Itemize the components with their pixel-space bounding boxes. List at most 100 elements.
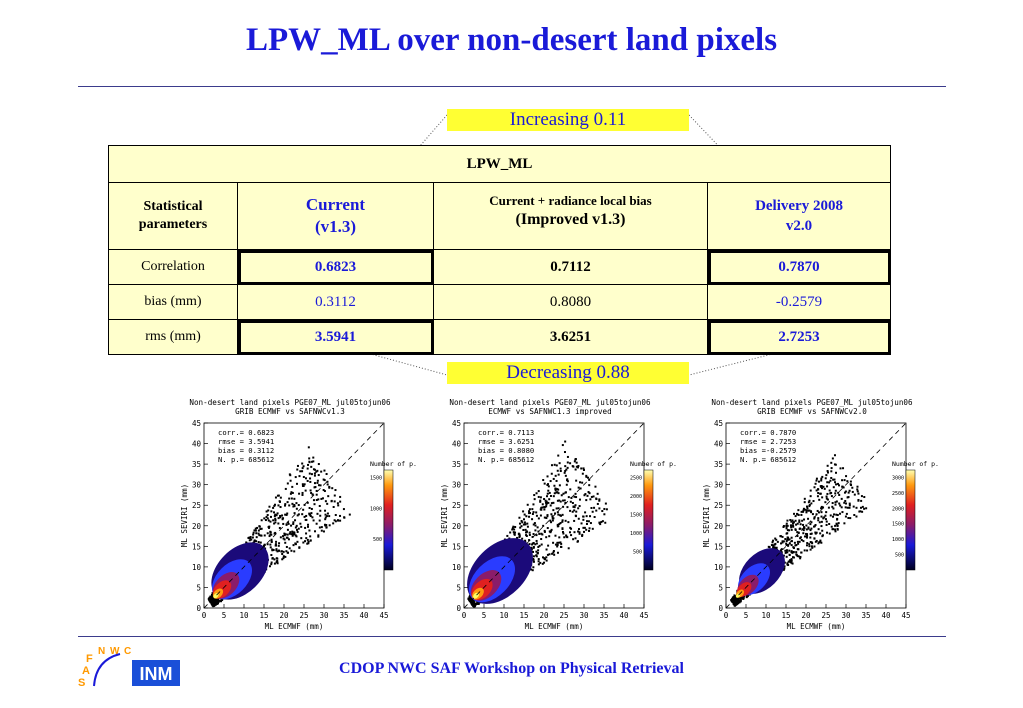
x-tick-label: 15 xyxy=(259,611,268,620)
cell-mid: 0.7112 xyxy=(433,249,708,285)
plot-stat: rmse = 3.6251 xyxy=(478,437,534,446)
x-tick-label: 30 xyxy=(579,611,589,620)
scatter-plot-3: Non-desert land pixels PGE07_ML jul05toj… xyxy=(702,395,964,640)
plot-subtitle: GRIB ECMWF vs SAFNWCv1.3 xyxy=(235,407,345,416)
row-label: rms (mm) xyxy=(108,319,238,355)
logo-saf-f: F xyxy=(86,653,93,665)
delivery-header-1: Delivery 2008 xyxy=(755,198,843,214)
x-tick-label: 5 xyxy=(222,611,227,620)
y-tick-label: 15 xyxy=(192,542,201,551)
one-to-one-line xyxy=(463,422,645,609)
param-header-cell: Statistical parameters xyxy=(108,182,238,250)
plot-stat: N. p.= 685612 xyxy=(218,455,274,464)
x-tick-label: 20 xyxy=(539,611,549,620)
y-tick-label: 5 xyxy=(718,583,723,592)
logo-arc xyxy=(93,653,121,687)
colorbar-label: Number of p. xyxy=(892,460,939,468)
y-tick-label: 45 xyxy=(714,419,723,428)
colorbar-tick: 3000 xyxy=(892,475,904,481)
one-to-one-line xyxy=(725,422,907,609)
plot-subtitle: GRIB ECMWF vs SAFNWCv2.0 xyxy=(757,407,867,416)
plot-stat: N. p.= 685612 xyxy=(478,455,534,464)
y-tick-label: 45 xyxy=(452,419,461,428)
colorbar-tick: 1500 xyxy=(630,512,642,518)
y-tick-label: 45 xyxy=(192,419,201,428)
x-tick-label: 45 xyxy=(901,611,910,620)
colorbar-tick: 1000 xyxy=(892,537,904,543)
x-tick-label: 35 xyxy=(861,611,870,620)
y-tick-label: 40 xyxy=(714,440,724,449)
x-tick-label: 5 xyxy=(482,611,487,620)
colorbar-tick: 1500 xyxy=(370,475,382,481)
logo-nwc-w: W xyxy=(110,646,120,657)
colorbar-tick: 500 xyxy=(373,537,382,543)
increasing-note: Increasing 0.11 xyxy=(447,109,689,131)
x-tick-label: 30 xyxy=(841,611,851,620)
scatter-plot-2: Non-desert land pixels PGE07_ML jul05toj… xyxy=(440,395,702,640)
y-tick-label: 15 xyxy=(452,542,461,551)
x-tick-label: 0 xyxy=(724,611,729,620)
y-tick-label: 35 xyxy=(192,460,201,469)
plot-title: Non-desert land pixels PGE07_ML jul05toj… xyxy=(189,398,391,407)
y-tick-label: 35 xyxy=(452,460,461,469)
cell-current: 3.5941 xyxy=(237,319,434,355)
y-tick-label: 35 xyxy=(714,460,723,469)
table-row: Correlation 0.6823 0.7112 0.7870 xyxy=(108,249,892,285)
x-tick-label: 0 xyxy=(462,611,467,620)
param-label-1: Statistical xyxy=(143,199,203,214)
x-tick-label: 15 xyxy=(519,611,528,620)
plot-stat: bias =-0.2579 xyxy=(740,446,796,455)
cell-delivery: -0.2579 xyxy=(706,284,892,320)
footer-divider xyxy=(78,636,946,637)
decreasing-note: Decreasing 0.88 xyxy=(447,362,689,384)
colorbar-tick: 1000 xyxy=(370,506,382,512)
y-tick-label: 15 xyxy=(714,542,723,551)
x-axis-label: ML ECMWF (mm) xyxy=(787,622,846,631)
x-tick-label: 20 xyxy=(279,611,289,620)
y-tick-label: 20 xyxy=(192,522,202,531)
y-tick-label: 0 xyxy=(196,604,201,613)
row-label: bias (mm) xyxy=(108,284,238,320)
y-axis-label: ML SEVIRI (mm) xyxy=(440,484,449,547)
y-axis-label: ML SEVIRI (mm) xyxy=(180,484,189,547)
colorbar-tick: 2500 xyxy=(630,475,642,481)
density-cloud xyxy=(467,440,608,608)
page-title: LPW_ML over non-desert land pixels xyxy=(245,22,778,58)
table-row: rms (mm) 3.5941 3.6251 2.7253 xyxy=(108,319,892,355)
x-tick-label: 15 xyxy=(781,611,790,620)
y-tick-label: 40 xyxy=(192,440,202,449)
x-tick-label: 35 xyxy=(339,611,348,620)
mid-header-2: (Improved v1.3) xyxy=(515,211,626,228)
plot-title: Non-desert land pixels PGE07_ML jul05toj… xyxy=(449,398,651,407)
logo-inm-box xyxy=(132,660,180,686)
row-label: Correlation xyxy=(108,249,238,285)
y-tick-label: 5 xyxy=(456,583,461,592)
mid-header-cell: Current + radiance local bias (Improved … xyxy=(433,182,708,250)
x-tick-label: 10 xyxy=(239,611,249,620)
x-tick-label: 0 xyxy=(202,611,207,620)
logo-inm-text: INM xyxy=(140,664,173,684)
plot-stat: corr.= 0.7113 xyxy=(478,428,534,437)
colorbar-tick: 500 xyxy=(895,553,904,559)
delivery-header-2: v2.0 xyxy=(785,218,813,234)
plot-stat: corr.= 0.6823 xyxy=(218,428,274,437)
plot-stat: N. p.= 685612 xyxy=(740,455,796,464)
y-axis-label: ML SEVIRI (mm) xyxy=(702,484,711,547)
colorbar-tick: 2500 xyxy=(892,491,904,497)
y-tick-label: 20 xyxy=(452,522,462,531)
current-header-1: Current xyxy=(305,195,366,214)
y-tick-label: 10 xyxy=(452,563,462,572)
x-tick-label: 5 xyxy=(744,611,749,620)
plot-subtitle: ECMWF vs SAFNWC1.3 improved xyxy=(488,407,611,416)
scatter-plot-1: Non-desert land pixels PGE07_ML jul05toj… xyxy=(180,395,442,640)
plot-stat: rmse = 3.5941 xyxy=(218,437,274,446)
x-tick-label: 45 xyxy=(379,611,388,620)
table-header: LPW_ML xyxy=(107,145,892,183)
y-tick-label: 5 xyxy=(196,583,201,592)
y-tick-label: 25 xyxy=(714,501,723,510)
nwc-saf-logo: S A F N W C INM xyxy=(78,646,180,689)
x-tick-label: 40 xyxy=(619,611,629,620)
y-tick-label: 25 xyxy=(452,501,461,510)
colorbar xyxy=(383,469,394,571)
y-tick-label: 30 xyxy=(714,481,724,490)
